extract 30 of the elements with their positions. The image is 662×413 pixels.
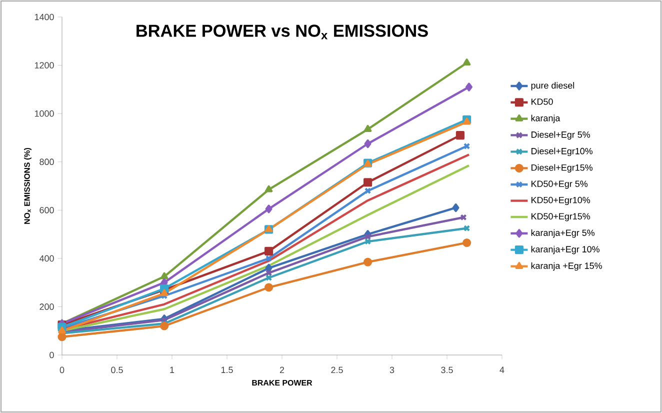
- y-tick-label: 1000: [34, 110, 54, 117]
- legend-label: KD50+Egr 5%: [532, 180, 588, 189]
- legend-label: karanja +Egr 15%: [531, 262, 602, 271]
- y-tick-label: 800: [40, 158, 54, 166]
- legend-label: Diesel+Egr 5%: [532, 131, 590, 140]
- x-tick-label: 4: [500, 366, 504, 373]
- legend-label: Diesel+Egr15%: [532, 164, 593, 173]
- x-tick-label: 0.5: [111, 366, 123, 374]
- chart-title: BRAKE POWER vs NO$_{x}$ EMISSIONS: [136, 24, 428, 40]
- y-tick-label: 1400: [34, 14, 54, 20]
- x-tick-label: 0: [60, 366, 64, 374]
- legend-label: karanja: [531, 114, 560, 124]
- legend-label: karanja+Egr 5%: [531, 229, 594, 238]
- y-tick-label: 400: [39, 255, 54, 262]
- y-tick-label: 1200: [34, 62, 54, 68]
- y-tick-label: 0: [50, 352, 54, 358]
- y-tick-label: 600: [40, 206, 54, 214]
- x-tick-label: 2: [280, 366, 284, 374]
- y-tick-label: 200: [40, 304, 54, 310]
- legend-label: KD50: [532, 98, 553, 105]
- legend-label: karanja+Egr 10%: [531, 246, 600, 254]
- legend-label: KD50+Egr15%: [532, 213, 590, 222]
- x-tick-label: 1.5: [221, 366, 233, 374]
- x-tick-label: 3.5: [441, 366, 453, 374]
- x-tick-label: 2.5: [331, 366, 343, 374]
- legend-label: Diesel+Egr10%: [532, 148, 593, 156]
- legend-label: pure diesel: [531, 82, 574, 90]
- x-tick-label: 1: [170, 366, 174, 373]
- x-tick-label: 3: [390, 366, 394, 374]
- legend-label: KD50+Egr10%: [532, 196, 590, 206]
